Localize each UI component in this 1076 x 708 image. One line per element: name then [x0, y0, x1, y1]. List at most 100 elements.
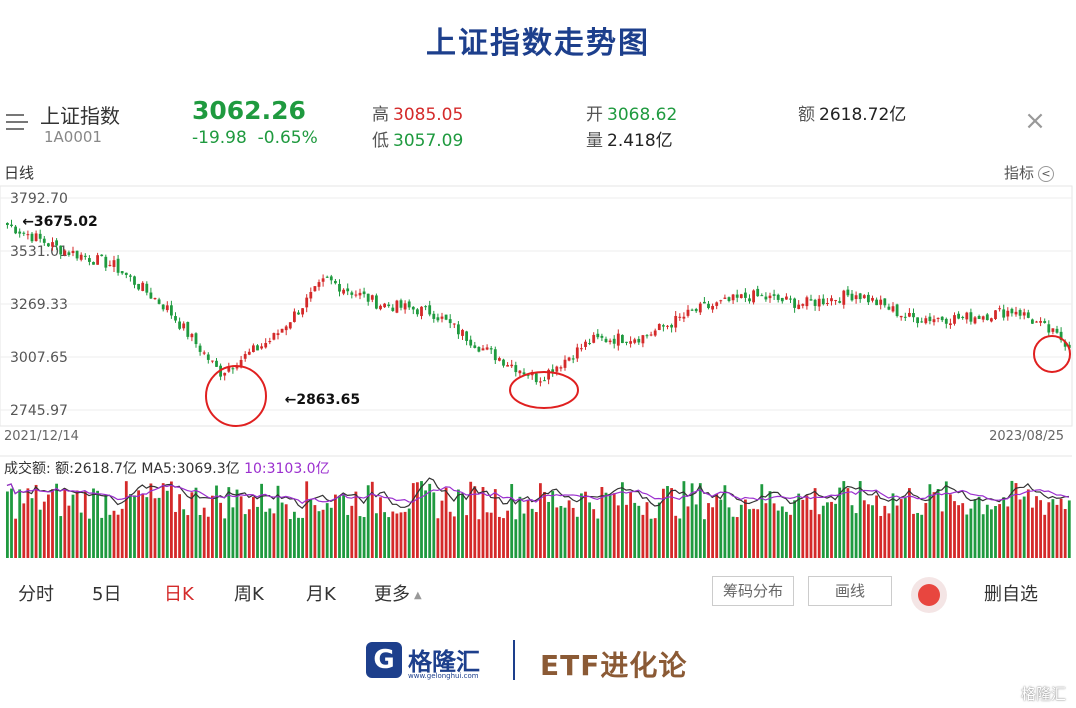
candle-body	[34, 233, 38, 242]
amount-stat: 额 2618.72亿	[798, 100, 906, 125]
candle-body	[428, 305, 432, 315]
volume-bar	[34, 484, 38, 558]
close-icon[interactable]: ×	[1024, 106, 1046, 136]
volume-bar	[567, 500, 571, 558]
candle-body	[211, 360, 214, 362]
volume-bar	[707, 503, 710, 558]
candle-body	[436, 317, 440, 321]
candle-body	[657, 324, 661, 331]
candle-body	[862, 295, 866, 299]
candle-body	[67, 252, 71, 255]
volume-bar	[596, 518, 600, 558]
volume-bar	[1043, 514, 1047, 558]
volume-ma5-line	[6, 477, 1069, 509]
candle-body	[424, 306, 427, 308]
volume-bar	[981, 514, 985, 558]
candle-body	[260, 346, 263, 349]
candle-body	[411, 306, 415, 310]
record-icon[interactable]	[918, 584, 940, 606]
chips-distribution-button[interactable]: 筹码分布	[712, 576, 794, 606]
volume-bar	[621, 482, 624, 558]
volume-bar	[522, 513, 526, 558]
chevron-left-icon: <	[1038, 165, 1054, 182]
volume-bar	[1014, 483, 1018, 558]
candle-body	[1010, 308, 1014, 314]
volume-bar	[539, 483, 542, 558]
candle-body	[1014, 311, 1018, 315]
candle-body	[731, 294, 735, 301]
candle-body	[682, 316, 686, 319]
volume-bar	[346, 514, 350, 558]
remove-watchlist-button[interactable]: 删自选	[984, 584, 1038, 605]
low-stat: 低 3057.09	[372, 126, 463, 151]
candle-body	[432, 313, 436, 319]
volume-bar	[908, 488, 911, 558]
volume-bar	[518, 496, 522, 558]
tab-monthly-k[interactable]: 月K	[306, 584, 336, 605]
volume-bar	[124, 481, 128, 558]
volume-bar	[1055, 504, 1059, 558]
candle-body	[1063, 341, 1067, 347]
candle-body	[953, 315, 956, 324]
candle-body	[55, 240, 58, 246]
volume-bar	[703, 519, 706, 558]
kline-chart[interactable]: 3792.70 3531.01 3269.33 3007.65 2745.97 2021/…	[0, 158, 1076, 558]
candle-body	[994, 310, 997, 320]
candle-body	[776, 294, 780, 300]
volume-bar	[547, 501, 550, 558]
candle-body	[723, 297, 727, 299]
candle-body	[698, 303, 702, 313]
candle-body	[629, 341, 632, 344]
highlight-circle	[1033, 335, 1071, 373]
volume-bar	[694, 504, 698, 558]
candle-body	[1055, 328, 1059, 333]
tab-daily-k[interactable]: 日K	[164, 584, 194, 605]
volume-bar	[461, 493, 464, 558]
tab-more-label: 更多	[374, 584, 410, 605]
tab-more[interactable]: 更多 ▲	[374, 580, 422, 606]
volume-bar	[563, 507, 567, 558]
candle-body	[1006, 310, 1010, 317]
candle-body	[124, 272, 128, 275]
candle-body	[264, 343, 268, 348]
indicator-button[interactable]: 指标 <	[1004, 162, 1054, 183]
candle-body	[469, 339, 473, 346]
candle-body	[965, 312, 969, 320]
volume-bar	[51, 489, 54, 558]
candle-body	[908, 312, 911, 317]
volume-bar	[1010, 480, 1014, 558]
volume-bar	[678, 518, 682, 558]
volume-bar	[920, 514, 924, 558]
candle-body	[387, 304, 391, 307]
draw-line-button[interactable]: 画线	[808, 576, 892, 606]
menu-icon[interactable]	[6, 112, 30, 132]
volume-bar	[649, 518, 653, 558]
candle-body	[1035, 321, 1038, 323]
candle-body	[707, 303, 710, 309]
volume-bar	[1067, 500, 1071, 558]
volume-bar	[924, 503, 928, 558]
candle-body	[674, 315, 678, 328]
volume-bar	[756, 509, 760, 558]
candle-body	[871, 297, 874, 301]
volume-bar	[977, 496, 981, 558]
volume-bar	[75, 490, 79, 558]
volume-bar	[174, 511, 177, 558]
volume-bar	[584, 491, 587, 558]
volume-legend-label: 成交额:	[4, 461, 51, 477]
volume-bar	[969, 508, 973, 558]
volume-bar	[297, 517, 300, 558]
volume-bar	[256, 506, 259, 558]
tab-intraday[interactable]: 分时	[18, 584, 54, 605]
volume-bar	[157, 497, 161, 558]
candle-body	[247, 351, 251, 355]
tab-weekly-k[interactable]: 周K	[234, 584, 264, 605]
candle-body	[38, 233, 42, 239]
candle-body	[641, 335, 645, 344]
volume-bar	[211, 495, 214, 558]
volume-bar	[780, 506, 784, 558]
candle-body	[936, 317, 940, 319]
volume-bar	[481, 487, 485, 558]
tab-5day[interactable]: 5日	[92, 584, 122, 605]
candle-body	[284, 326, 288, 331]
